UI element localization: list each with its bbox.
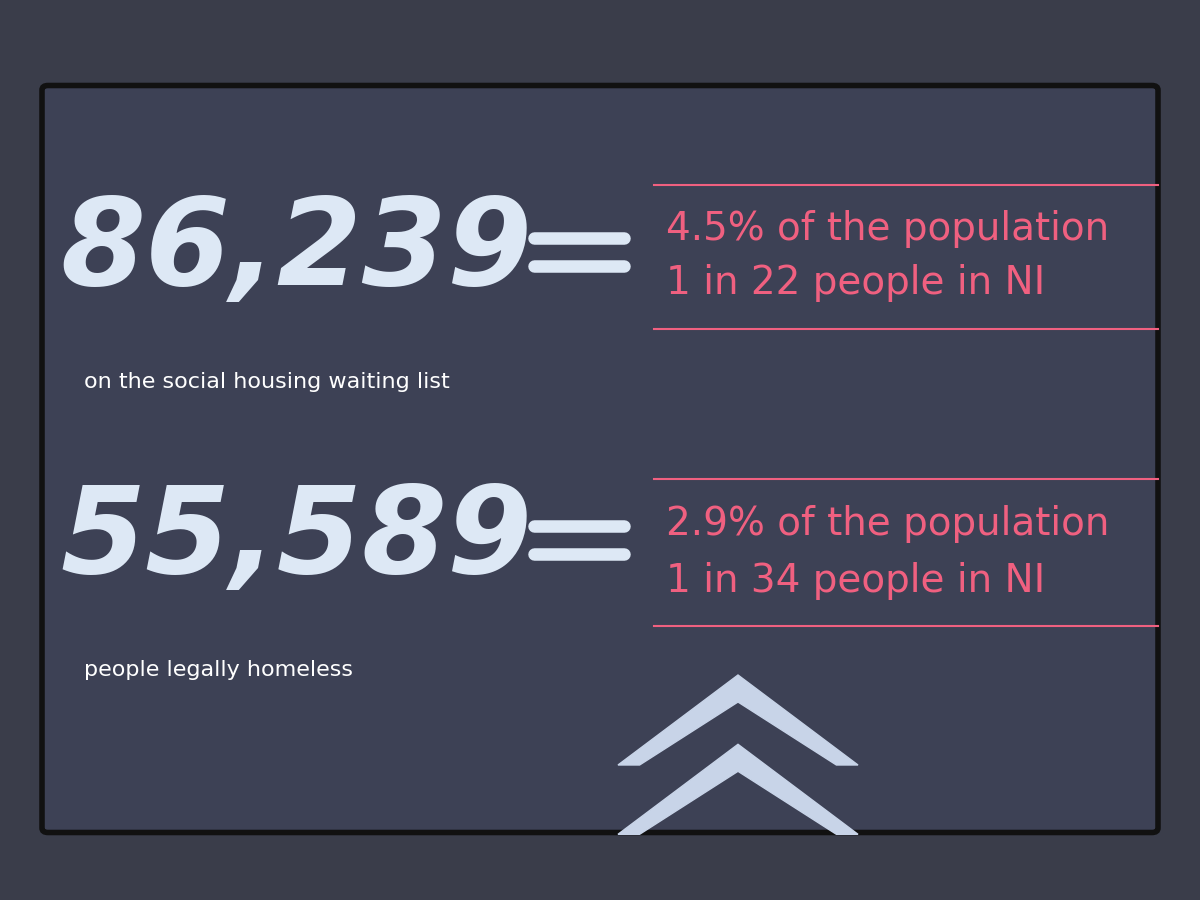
Text: on the social housing waiting list: on the social housing waiting list bbox=[84, 373, 450, 392]
Text: 1 in 22 people in NI: 1 in 22 people in NI bbox=[666, 265, 1045, 302]
Text: 4.5% of the population: 4.5% of the population bbox=[666, 211, 1109, 248]
Text: people legally homeless: people legally homeless bbox=[84, 661, 353, 680]
Text: 1 in 34 people in NI: 1 in 34 people in NI bbox=[666, 562, 1045, 599]
Text: 86,239: 86,239 bbox=[60, 194, 532, 310]
FancyBboxPatch shape bbox=[42, 86, 1158, 833]
Text: 55,589: 55,589 bbox=[60, 482, 532, 598]
Text: 2.9% of the population: 2.9% of the population bbox=[666, 505, 1109, 543]
Polygon shape bbox=[618, 675, 858, 765]
Polygon shape bbox=[618, 744, 858, 834]
